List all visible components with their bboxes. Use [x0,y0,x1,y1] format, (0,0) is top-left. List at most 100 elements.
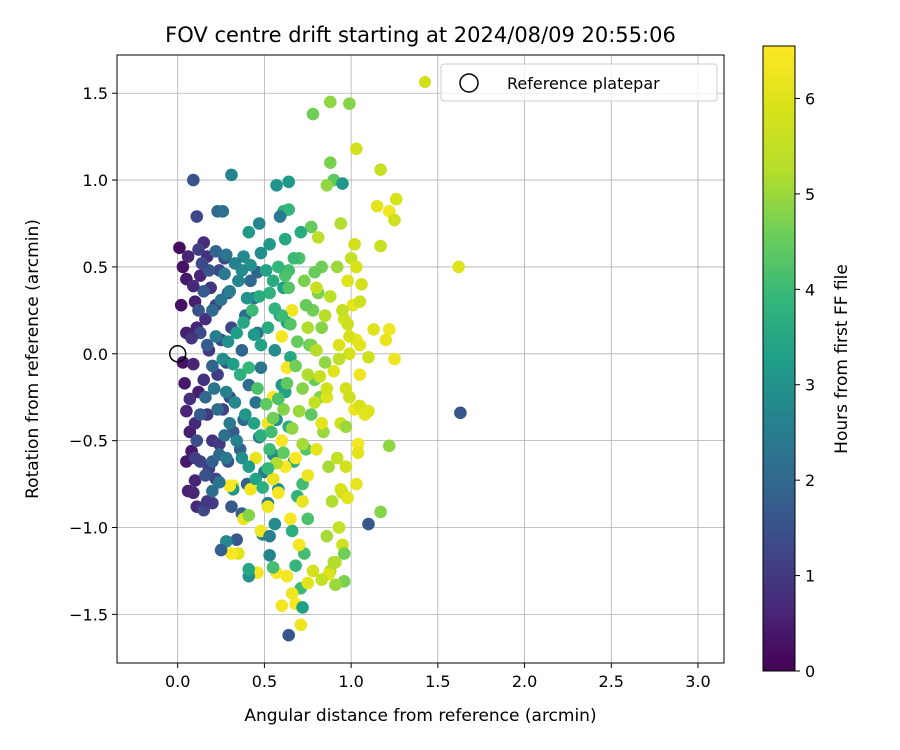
data-point [230,533,243,546]
data-point [197,373,211,387]
data-point [251,382,264,395]
x-axis-ticks: 0.0 0.5 1.0 1.5 2.0 2.5 3.0 [165,663,711,691]
data-point [310,443,323,456]
data-point [261,321,275,335]
plot-frame [116,54,725,664]
data-point [318,309,332,322]
data-point [379,333,393,347]
data-point [178,377,191,390]
data-point [282,203,295,216]
data-point [249,451,263,465]
data-point [301,512,315,526]
data-point [187,486,200,500]
reference-point-group [168,345,187,363]
x-tick-label: 1.5 [425,672,450,691]
data-point [304,220,318,234]
data-point [289,359,302,373]
data-point [197,284,211,298]
data-point [209,244,223,258]
data-point [268,302,282,315]
x-tick-label: 2.5 [599,672,624,691]
data-point [291,335,304,348]
data-point [280,569,294,583]
data-point [218,429,231,442]
data-point [389,192,403,206]
data-point [327,555,341,569]
x-tick-label: 0.5 [252,672,277,691]
colorbar-ticks: 0 1 2 3 4 5 6 [795,89,815,681]
data-point [190,210,204,223]
x-tick-label: 2.0 [512,672,537,691]
data-point [254,361,268,374]
data-point [315,321,328,335]
data-point [273,210,287,223]
data-point [176,356,190,369]
data-point [339,420,353,434]
y-tick-label: −1.5 [69,605,108,624]
colorbar-tick-label: 2 [805,471,815,490]
data-point [233,368,247,381]
data-point [362,517,375,531]
data-point [206,484,219,498]
data-point [206,359,219,373]
data-point [452,260,465,274]
data-point [223,479,237,493]
data-point [245,304,259,317]
colorbar-frame [762,45,796,672]
data-point [219,385,233,399]
colorbar-tick-label: 5 [805,185,815,204]
data-point [296,601,309,614]
data-point [327,364,341,378]
data-point [353,368,367,381]
data-point [308,265,322,279]
data-point [214,293,228,307]
data-point [219,248,233,262]
data-point [271,392,285,406]
data-point [270,178,283,192]
data-point [301,321,315,335]
data-point [348,238,361,251]
data-point [275,434,289,447]
data-point [278,232,292,246]
data-point [454,406,467,420]
data-point [261,500,275,513]
data-point [185,331,198,345]
y-axis-label: Rotation from reference (arcmin) [23,219,43,499]
data-point [277,403,290,416]
data-point [343,330,356,343]
data-point [192,304,205,317]
data-point [275,599,289,612]
data-point [187,173,200,187]
data-point [285,304,299,317]
data-point [225,500,238,513]
data-point [374,163,387,176]
data-point [216,352,230,366]
y-tick-label: 1.0 [83,171,108,190]
data-point [332,338,346,352]
data-point [247,328,261,341]
data-point [230,326,243,340]
data-point [320,382,334,395]
data-point [230,434,243,447]
data-point [332,521,346,534]
colorbar-label: Hours from first FF file [832,264,852,454]
data-point [242,562,256,576]
data-point [285,422,299,435]
data-point [209,330,223,343]
data-point [275,330,289,343]
data-point [355,278,368,291]
data-point [180,404,193,418]
data-point [370,199,384,213]
data-points [173,95,467,642]
data-point [318,356,332,369]
data-point [292,404,306,418]
data-point [343,347,356,361]
data-point [341,491,354,505]
data-point [206,304,219,317]
legend-label-reference: Reference platepar [507,74,660,93]
colorbar: 0 1 2 3 4 5 6 Hours from first FF file [762,45,852,681]
y-tick-label: 1.5 [83,84,108,103]
data-point [232,274,245,288]
data-point [242,225,256,239]
data-point [199,312,212,326]
